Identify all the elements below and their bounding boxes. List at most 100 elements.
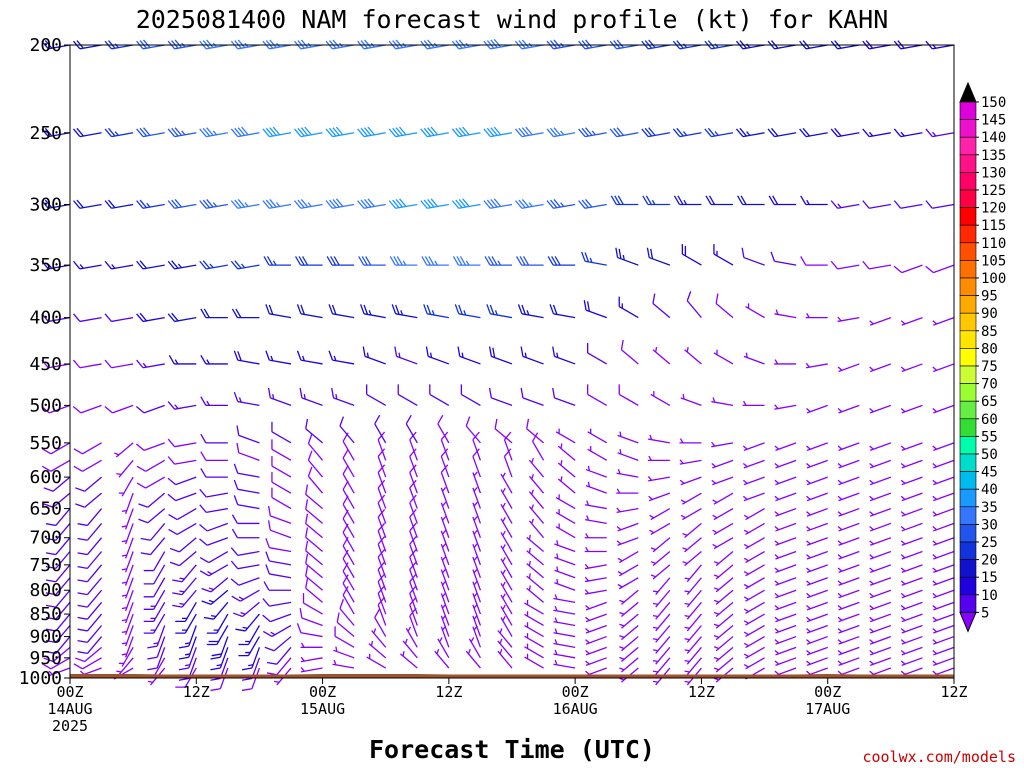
barb-shaft <box>429 393 450 406</box>
barb-full <box>147 667 158 671</box>
barb-full <box>770 40 779 49</box>
barb-half <box>684 602 690 606</box>
barb-shaft <box>82 442 102 455</box>
wind-barb <box>583 300 607 319</box>
barb-shaft <box>300 132 323 138</box>
barb-half <box>650 561 656 565</box>
wind-barb <box>199 564 229 577</box>
barb-shaft <box>55 589 71 608</box>
wind-barb <box>682 522 702 539</box>
barb-full <box>440 448 449 457</box>
barb-shaft <box>618 564 639 577</box>
barb-half <box>111 264 116 269</box>
wind-barb <box>328 350 355 365</box>
barb-shaft <box>838 363 860 373</box>
barb-shaft <box>900 44 923 50</box>
wind-barb <box>704 127 734 138</box>
wind-barb <box>713 636 734 652</box>
barb-shaft <box>307 475 324 494</box>
barb-shaft <box>500 489 513 509</box>
colorbar-swatch <box>959 471 977 490</box>
colorbar-swatch <box>959 312 977 332</box>
wind-barb <box>555 428 576 444</box>
barb-full <box>41 200 49 209</box>
barb-shaft <box>775 657 797 666</box>
y-tick-label: 750 <box>29 555 62 576</box>
barb-shaft <box>82 657 102 670</box>
barb-full <box>77 523 88 527</box>
wind-barb <box>200 451 228 462</box>
wind-barb <box>472 529 482 552</box>
barb-full <box>231 595 241 602</box>
barb-full <box>139 40 147 49</box>
barb-shaft <box>775 459 797 469</box>
barb-full <box>342 562 349 572</box>
barb-shaft <box>238 452 260 461</box>
x-tick-date: 14AUG <box>47 700 92 718</box>
barb-full <box>230 260 239 270</box>
wind-barb <box>646 247 671 266</box>
barb-shaft <box>933 550 955 560</box>
barb-shaft <box>206 492 228 498</box>
barb-full <box>488 387 492 398</box>
wind-barb <box>357 198 386 209</box>
wind-barb <box>210 647 229 671</box>
barb-half <box>179 577 185 580</box>
wind-barb <box>235 613 260 632</box>
barb-full <box>391 304 397 315</box>
barb-full <box>41 359 49 369</box>
barb-full <box>645 195 652 205</box>
barb-shaft <box>869 507 892 517</box>
wind-barb <box>500 615 513 637</box>
barb-shaft <box>715 577 734 593</box>
barb-shaft <box>553 663 576 669</box>
barb-full <box>262 630 273 638</box>
barb-full <box>267 520 271 531</box>
barb-half <box>589 257 593 263</box>
barb-half <box>774 592 780 598</box>
wind-barb <box>409 479 418 509</box>
barb-shaft <box>269 44 292 50</box>
barb-full <box>305 418 309 429</box>
wind-barb <box>680 492 702 505</box>
barb-full <box>200 433 207 444</box>
wind-barb <box>830 200 860 209</box>
barb-full <box>230 200 239 209</box>
barb-shaft <box>680 476 702 486</box>
barb-full <box>297 40 305 49</box>
barb-half <box>932 639 938 644</box>
wind-barb <box>528 518 545 539</box>
barb-full <box>202 260 211 269</box>
barb-shaft <box>48 132 71 138</box>
barb-full <box>423 127 432 137</box>
barb-full <box>521 304 526 315</box>
barb-shaft <box>500 532 513 552</box>
wind-barb <box>578 198 607 209</box>
barb-full <box>299 387 303 398</box>
barb-shaft <box>82 459 102 472</box>
colorbar-swatch <box>959 383 977 402</box>
x-tick-label: 00Z <box>56 683 83 701</box>
barb-shaft <box>142 264 165 270</box>
barb-half <box>900 554 906 559</box>
barb-half <box>679 459 684 464</box>
barb-full <box>360 127 368 137</box>
wind-barb <box>528 489 545 509</box>
wind-barb <box>121 577 134 599</box>
barb-shaft <box>458 203 481 209</box>
barb-half <box>869 511 874 516</box>
barb-half <box>300 667 305 672</box>
wind-barb <box>932 577 955 586</box>
colorbar-swatch <box>959 559 977 578</box>
colorbar-label: 30 <box>981 517 998 533</box>
barb-half <box>713 561 720 565</box>
barb-half <box>713 635 720 638</box>
wind-barb <box>400 651 418 669</box>
barb-shaft <box>528 506 545 524</box>
barb-shaft <box>440 472 450 494</box>
barb-full <box>230 128 239 138</box>
barb-full <box>388 128 397 138</box>
wind-barb <box>238 625 260 646</box>
wind-barb <box>932 624 955 634</box>
barb-shaft <box>745 508 765 521</box>
